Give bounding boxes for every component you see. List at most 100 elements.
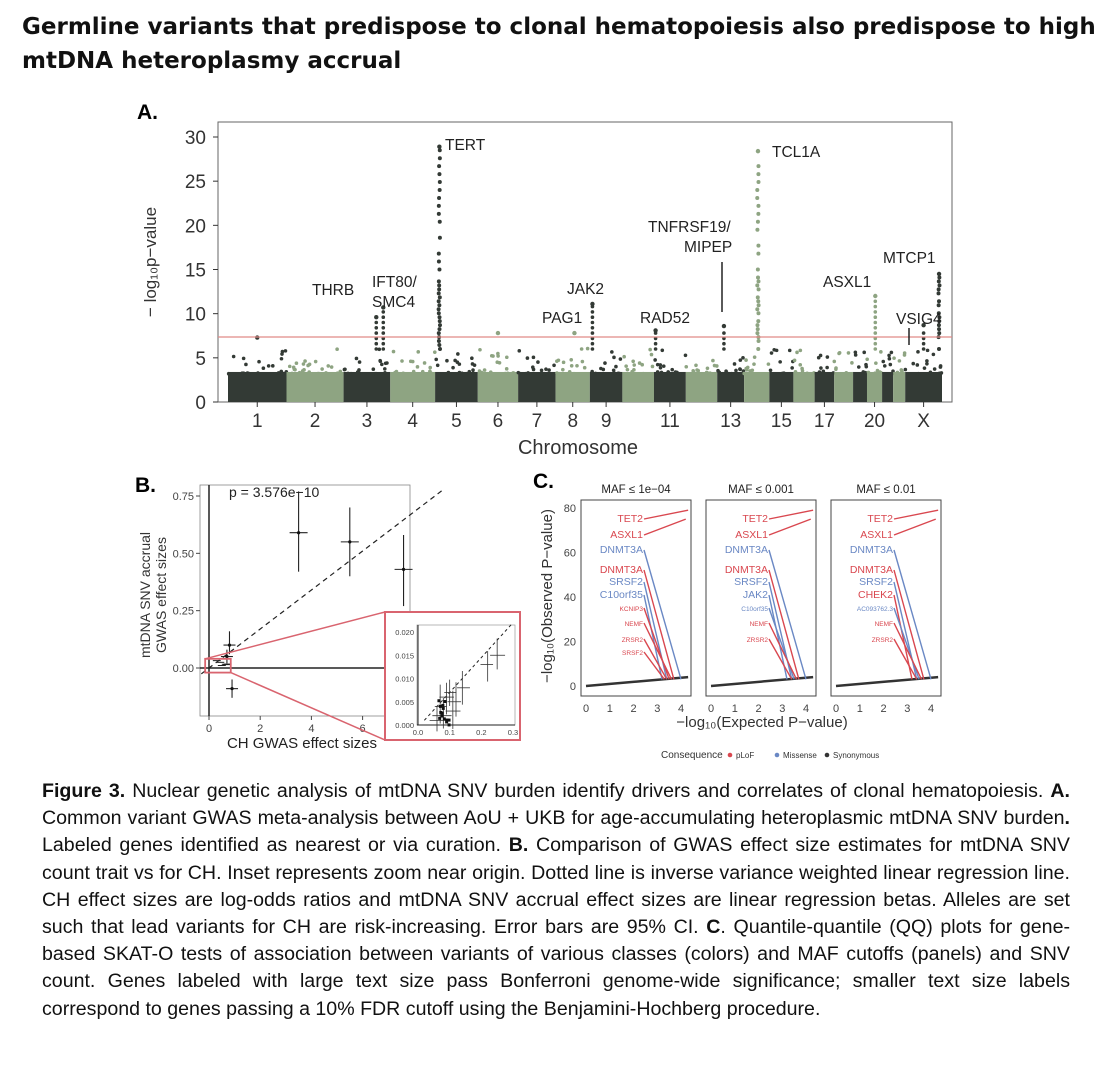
lead-variant-PAG1 [572,330,577,336]
qq-gene-label: CHEK2 [858,589,893,601]
panel-b-pvalue: p = 3.576e−10 [229,484,320,500]
snp-point [393,370,398,375]
facet-frame [830,499,942,697]
chromosome-band-17 [814,371,835,402]
snp-point [335,371,340,375]
x-tick-label-3: 3 [362,411,373,432]
snp-point [280,371,285,376]
snp-point [561,360,566,365]
snp-point [471,371,475,375]
hit-column-point [437,323,442,328]
snp-point [307,370,311,374]
manhattan-points [226,144,944,402]
lead-variant-IFT80/SMC4 [374,315,379,320]
inset-y-tick-label: 0.000 [395,721,414,730]
snp-point [853,353,858,357]
inset-point [437,699,441,703]
snp-point [266,364,271,368]
hit-column-point [590,304,595,309]
gene-label-tnfrsf19: TNFRSF19/ [648,219,731,236]
qq-gene-label: SRSF2 [609,576,643,588]
gene-label-thrb: THRB [312,282,354,299]
qq-gene-label: DNMT3A [850,544,893,556]
snp-point [241,356,246,361]
chromosome-band-12 [685,371,718,402]
snp-point [928,370,933,375]
snp-point [569,357,574,362]
snp-point [292,367,297,372]
snp-point [704,370,709,375]
c-x-tick-label: 4 [803,703,809,715]
snp-point [640,362,645,367]
snp-point [653,358,657,362]
snp-point [415,365,420,369]
snp-point [420,369,425,374]
chromosome-band-22 [893,371,906,402]
snp-point [745,368,749,372]
chromosome-band-1 [228,371,287,402]
b-y-tick-label: 0.00 [173,663,194,675]
hit-column-point [381,341,386,346]
hit-column-point [374,320,379,325]
snp-point [659,370,664,375]
x-tick-label-2: 2 [310,411,321,432]
hit-column-point [873,299,878,304]
legend-title: Consequence [661,750,723,761]
chromosome-band-7 [518,371,556,402]
hit-column-point [437,347,442,351]
snp-point [484,371,488,376]
c-x-tick-label: 1 [732,703,738,715]
b-y-tick-label: 0.75 [173,491,194,503]
hit-column-point [437,180,442,185]
y-tick-label: 5 [195,349,206,370]
snp-point [408,359,413,364]
qq-gene-label: DNMT3A [600,564,643,576]
snp-point [489,353,494,358]
inset-point [438,704,442,708]
c-y-tick-label: 40 [564,592,576,604]
hit-column-point [437,315,442,320]
hit-column-point [381,320,386,325]
qq-gene-label: SRSF2 [734,576,768,588]
snp-point [694,363,698,368]
inset-point [441,703,445,707]
effect-point [401,567,406,571]
snp-point [648,347,652,352]
snp-point [769,351,774,355]
hit-column-point [755,283,760,288]
snp-point [853,350,858,355]
snp-point [614,364,618,369]
snp-point [846,351,851,355]
panel-b-xlabel: CH GWAS effect sizes [227,735,377,752]
inset-x-tick-label: 0.2 [476,728,486,737]
chromosome-band-14 [744,371,770,402]
inset-point [443,700,447,704]
snp-point [774,348,779,353]
snp-point [865,357,869,362]
qq-gene-label: KCNIP3 [620,606,644,613]
snp-point [470,356,474,361]
inset-point [445,720,449,724]
inset-point [440,714,444,718]
snp-point [471,368,475,372]
snp-point [279,356,284,361]
lead-variant-THRB [381,305,386,310]
snp-point [624,364,628,368]
b-y-tick-label: 0.25 [173,606,194,618]
gene-label-tcl1a: TCL1A [772,144,821,161]
legend-swatch-plof [727,752,733,758]
hit-column-point [590,326,595,330]
snp-point [931,352,936,357]
lead-variant-TERT [437,144,442,149]
gene-label-jak2: JAK2 [567,281,604,298]
inset-y-tick-label: 0.020 [395,628,414,637]
hit-column-point [937,283,942,288]
inset-point [441,706,445,710]
hit-column-point [756,243,761,248]
hit-column-point [653,331,658,335]
snp-point [713,371,717,376]
hit-column-point [437,343,442,348]
snp-point [383,371,387,375]
snp-point [555,371,559,375]
chromosome-band-18 [834,371,854,402]
